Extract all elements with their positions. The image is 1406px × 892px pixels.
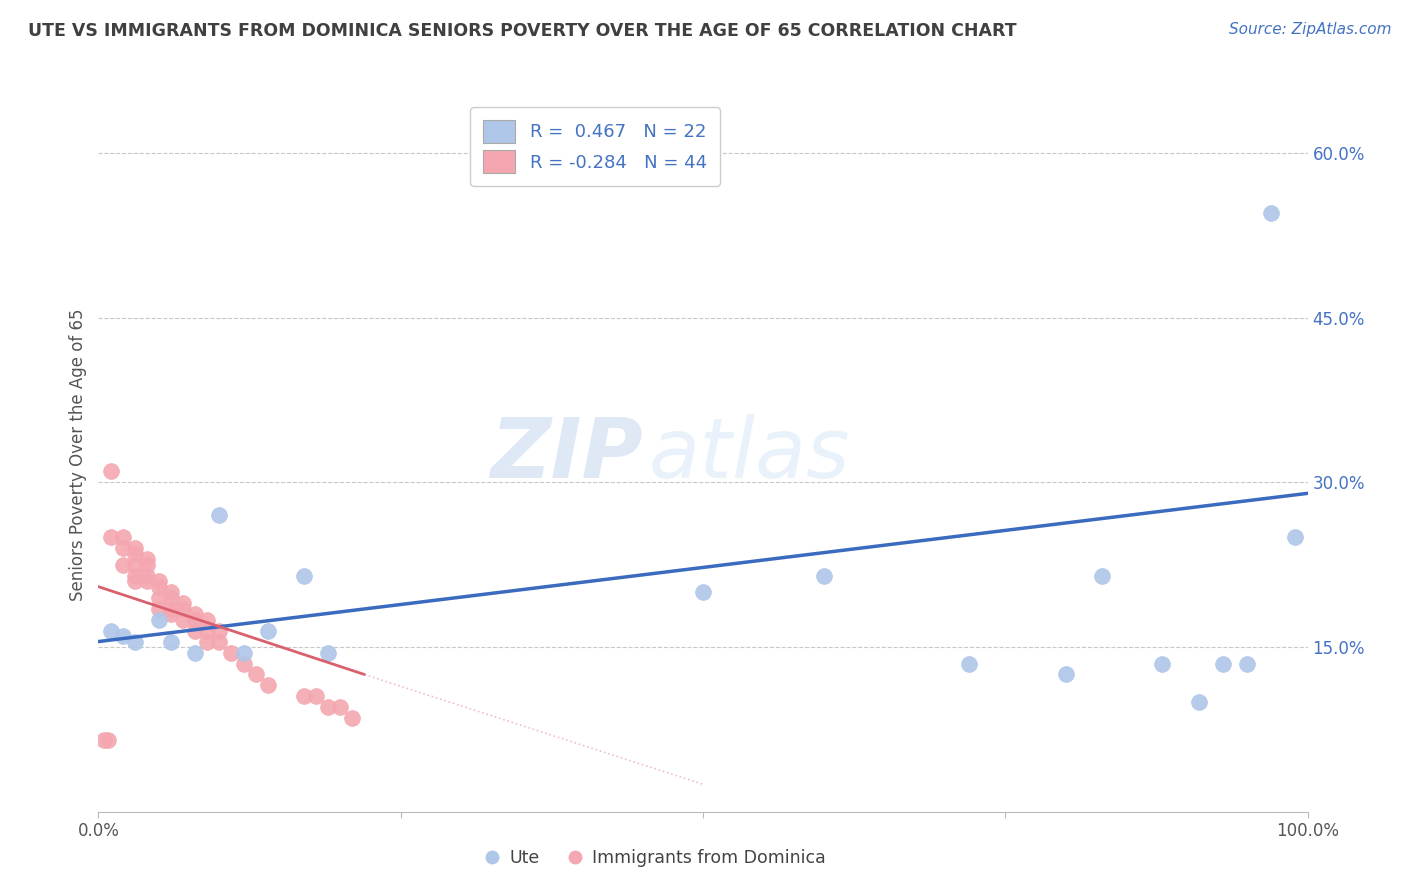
Text: UTE VS IMMIGRANTS FROM DOMINICA SENIORS POVERTY OVER THE AGE OF 65 CORRELATION C: UTE VS IMMIGRANTS FROM DOMINICA SENIORS … <box>28 22 1017 40</box>
Point <box>160 607 183 621</box>
Point <box>195 634 218 648</box>
Point <box>172 596 194 610</box>
Point <box>184 613 207 627</box>
Point <box>245 667 267 681</box>
Point <box>148 591 170 605</box>
Point <box>172 601 194 615</box>
Point <box>135 568 157 582</box>
Point <box>292 690 315 704</box>
Point <box>124 547 146 561</box>
Point <box>305 690 328 704</box>
Point <box>208 624 231 638</box>
Point <box>1212 657 1234 671</box>
Point <box>160 585 183 599</box>
Point <box>208 508 231 523</box>
Point <box>148 613 170 627</box>
Point <box>124 574 146 589</box>
Point <box>221 646 243 660</box>
Point <box>124 634 146 648</box>
Point <box>1236 657 1258 671</box>
Point <box>232 646 254 660</box>
Point <box>256 678 278 692</box>
Text: atlas: atlas <box>648 415 851 495</box>
Point <box>329 700 352 714</box>
Point <box>124 558 146 572</box>
Point <box>135 558 157 572</box>
Point <box>184 624 207 638</box>
Point <box>111 629 134 643</box>
Point <box>148 580 170 594</box>
Text: ZIP: ZIP <box>489 415 643 495</box>
Point <box>195 624 218 638</box>
Point <box>208 634 231 648</box>
Point <box>184 607 207 621</box>
Point <box>195 613 218 627</box>
Point <box>232 657 254 671</box>
Point <box>135 552 157 566</box>
Point <box>256 624 278 638</box>
Point <box>148 574 170 589</box>
Point <box>316 646 339 660</box>
Point <box>1260 206 1282 220</box>
Point <box>160 601 183 615</box>
Point <box>1091 568 1114 582</box>
Point <box>148 601 170 615</box>
Point <box>160 634 183 648</box>
Point <box>111 541 134 556</box>
Point <box>111 558 134 572</box>
Point <box>135 574 157 589</box>
Point <box>111 530 134 544</box>
Point <box>100 464 122 478</box>
Point <box>93 733 115 747</box>
Point <box>316 700 339 714</box>
Point <box>292 568 315 582</box>
Point <box>813 568 835 582</box>
Point <box>100 624 122 638</box>
Point <box>124 568 146 582</box>
Point <box>160 591 183 605</box>
Point <box>1152 657 1174 671</box>
Point <box>1188 695 1211 709</box>
Point <box>957 657 980 671</box>
Point <box>1284 530 1306 544</box>
Point <box>124 541 146 556</box>
Legend: Ute, Immigrants from Dominica: Ute, Immigrants from Dominica <box>477 843 832 874</box>
Point <box>692 585 714 599</box>
Point <box>1054 667 1077 681</box>
Point <box>100 530 122 544</box>
Point <box>97 733 120 747</box>
Text: Source: ZipAtlas.com: Source: ZipAtlas.com <box>1229 22 1392 37</box>
Y-axis label: Seniors Poverty Over the Age of 65: Seniors Poverty Over the Age of 65 <box>69 309 87 601</box>
Point <box>342 711 364 725</box>
Point <box>184 646 207 660</box>
Point <box>172 613 194 627</box>
